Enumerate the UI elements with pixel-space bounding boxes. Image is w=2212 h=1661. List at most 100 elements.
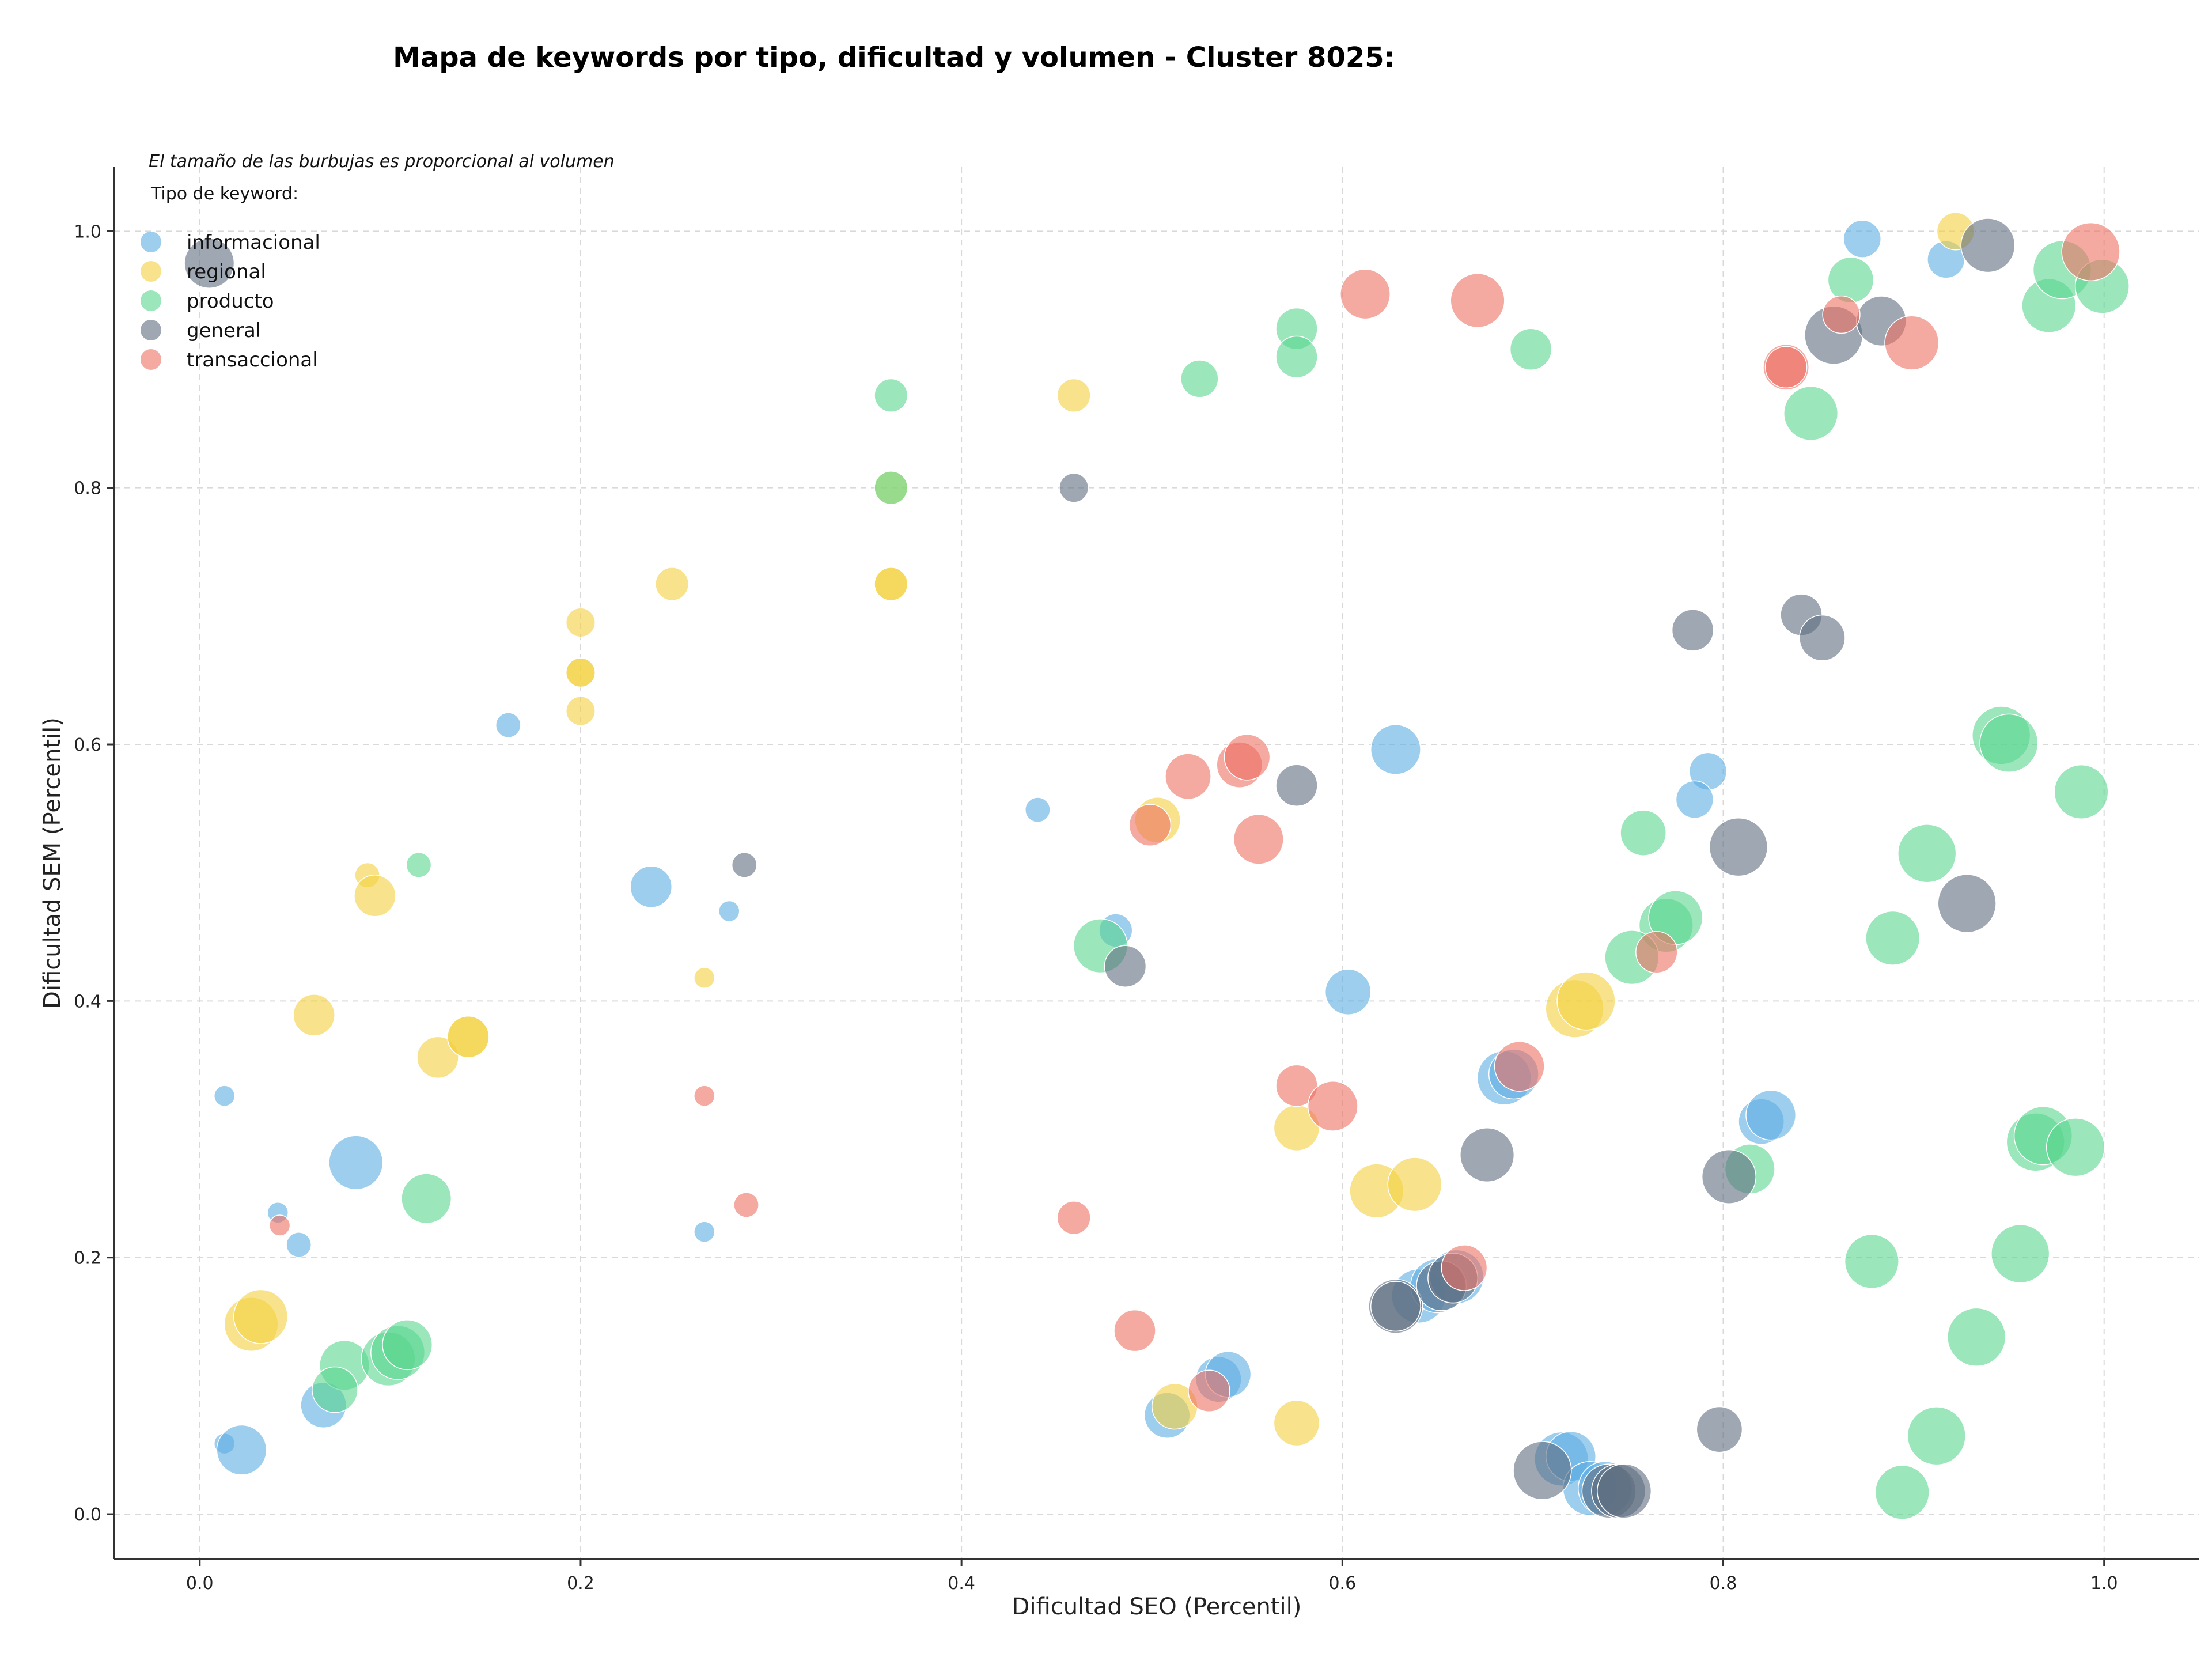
producto-bubble bbox=[1827, 256, 1874, 304]
x-tick-label: 0.2 bbox=[567, 1573, 594, 1594]
transaccional-bubble bbox=[1822, 295, 1861, 334]
transaccional-bubble bbox=[1233, 814, 1284, 865]
regional-bubble bbox=[1273, 1399, 1320, 1447]
x-axis-label: Dificultad SEO (Percentil) bbox=[1012, 1594, 1302, 1620]
transaccional-bubble bbox=[1635, 931, 1678, 974]
transaccional-bubble bbox=[1884, 315, 1940, 370]
transaccional-bubble bbox=[1128, 804, 1172, 847]
regional-bubble bbox=[694, 967, 715, 989]
informacional-bubble bbox=[1843, 220, 1881, 258]
x-tick-label: 0.4 bbox=[948, 1573, 975, 1594]
producto-bubble bbox=[1874, 1465, 1930, 1520]
producto-bubble bbox=[2046, 1118, 2105, 1177]
legend-label: regional bbox=[187, 260, 266, 283]
transaccional-bubble bbox=[1224, 733, 1271, 781]
producto-bubble bbox=[1947, 1307, 2006, 1367]
legend-title: Tipo de keyword: bbox=[150, 184, 298, 204]
regional-bubble bbox=[566, 657, 596, 688]
producto-bubble bbox=[2054, 764, 2109, 819]
informacional-bubble bbox=[286, 1232, 312, 1258]
general-bubble bbox=[1960, 218, 2016, 273]
transaccional-bubble bbox=[694, 1085, 715, 1107]
general-bubble bbox=[1799, 614, 1846, 661]
transaccional-bubble bbox=[1056, 1201, 1091, 1235]
informacional-bubble bbox=[1324, 968, 1372, 1016]
general-bubble bbox=[1370, 1281, 1421, 1332]
y-tick-label: 0.2 bbox=[74, 1248, 101, 1269]
regional-legend-marker bbox=[141, 261, 161, 282]
general-bubble bbox=[1104, 945, 1147, 988]
bubble-size-note: El tamaño de las burbujas es proporciona… bbox=[149, 152, 615, 172]
legend-label: informacional bbox=[187, 231, 320, 254]
regional-bubble bbox=[566, 607, 596, 638]
regional-bubble bbox=[1056, 378, 1091, 413]
informacional-bubble bbox=[630, 865, 673, 908]
informacional-bubble bbox=[213, 1085, 236, 1107]
general-bubble bbox=[1460, 1127, 1515, 1183]
legend-label: transaccional bbox=[187, 349, 318, 372]
general-bubble bbox=[1597, 1463, 1652, 1519]
producto-bubble bbox=[1783, 385, 1839, 441]
producto-bubble bbox=[1907, 1406, 1966, 1466]
producto-bubble bbox=[1180, 360, 1219, 398]
producto-bubble bbox=[1620, 809, 1667, 857]
transaccional-bubble bbox=[1307, 1081, 1358, 1132]
transaccional-bubble bbox=[1165, 753, 1211, 800]
general-bubble bbox=[1671, 609, 1714, 652]
regional-bubble bbox=[1556, 971, 1616, 1031]
producto-bubble bbox=[1509, 328, 1552, 370]
regional-bubble bbox=[447, 1015, 490, 1058]
transaccional-legend-marker bbox=[141, 349, 161, 370]
informacional-legend-marker bbox=[141, 232, 161, 252]
regional-bubble bbox=[233, 1289, 289, 1344]
x-tick-label: 1.0 bbox=[2090, 1573, 2118, 1594]
chart-title: Mapa de keywords por tipo, dificultad y … bbox=[393, 41, 1395, 74]
legend-label: general bbox=[187, 319, 261, 342]
regional-bubble bbox=[1387, 1157, 1442, 1212]
y-axis-label: Dificultad SEM (Percentil) bbox=[39, 717, 66, 1009]
producto-bubble bbox=[382, 1319, 433, 1371]
transaccional-bubble bbox=[1275, 1064, 1318, 1107]
producto-bubble bbox=[874, 378, 908, 413]
general-bubble bbox=[1696, 1406, 1743, 1453]
producto-bubble bbox=[312, 1366, 358, 1413]
legend: informacional regional producto general tran… bbox=[141, 231, 320, 372]
transaccional-bubble bbox=[1494, 1041, 1545, 1092]
general-bubble bbox=[1059, 472, 1089, 503]
informacional-bubble bbox=[694, 1221, 715, 1243]
producto-bubble bbox=[406, 852, 432, 878]
transaccional-bubble bbox=[1450, 273, 1505, 328]
producto-bubble bbox=[1897, 824, 1957, 883]
y-ticks: 0.0 0.2 0.4 0.6 0.8 1.0 bbox=[74, 222, 114, 1525]
informacional-bubble bbox=[1745, 1089, 1797, 1141]
producto-bubble bbox=[874, 471, 908, 505]
transaccional-bubble bbox=[1441, 1244, 1488, 1291]
x-tick-label: 0.0 bbox=[186, 1573, 214, 1594]
producto-bubble bbox=[1865, 910, 1921, 966]
producto-bubble bbox=[1275, 335, 1318, 379]
regional-bubble bbox=[874, 567, 908, 601]
producto-bubble bbox=[1991, 1224, 2050, 1284]
transaccional-bubble bbox=[1764, 346, 1808, 389]
transaccional-bubble bbox=[733, 1192, 759, 1218]
general-bubble bbox=[1709, 818, 1768, 877]
informacional-bubble bbox=[1370, 724, 1421, 775]
x-tick-label: 0.8 bbox=[1710, 1573, 1737, 1594]
general-legend-marker bbox=[141, 320, 161, 340]
bubbles-layer bbox=[184, 212, 2130, 1520]
y-tick-label: 0.6 bbox=[74, 735, 101, 755]
informacional-bubble bbox=[1675, 780, 1714, 819]
informacional-bubble bbox=[1025, 797, 1051, 823]
regional-bubble bbox=[416, 1036, 459, 1079]
producto-bubble bbox=[401, 1173, 452, 1224]
x-tick-label: 0.6 bbox=[1328, 1573, 1356, 1594]
general-bubble bbox=[1701, 1149, 1756, 1204]
transaccional-bubble bbox=[2061, 222, 2120, 282]
informacional-bubble bbox=[328, 1135, 384, 1190]
general-bubble bbox=[1513, 1441, 1572, 1500]
informacional-bubble bbox=[216, 1424, 267, 1475]
x-ticks: 0.0 0.2 0.4 0.6 0.8 1.0 bbox=[186, 1559, 2118, 1594]
regional-bubble bbox=[655, 567, 690, 601]
y-tick-label: 0.8 bbox=[74, 479, 101, 499]
